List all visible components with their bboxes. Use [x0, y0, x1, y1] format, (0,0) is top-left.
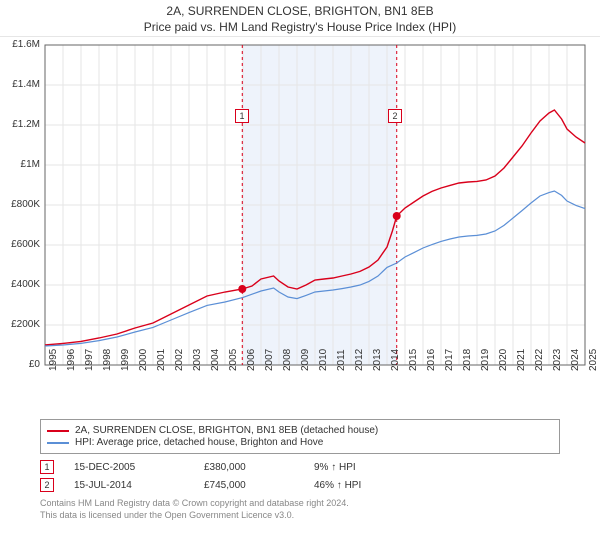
sale-date: 15-DEC-2005: [74, 462, 184, 473]
y-tick-label: £200K: [0, 319, 40, 330]
chart-title-line2: Price paid vs. HM Land Registry's House …: [0, 20, 600, 34]
sale-marker-label: 1: [235, 109, 249, 123]
legend-item: HPI: Average price, detached house, Brig…: [47, 437, 553, 448]
legend-label: HPI: Average price, detached house, Brig…: [75, 437, 323, 448]
y-tick-label: £600K: [0, 239, 40, 250]
chart-title-line1: 2A, SURRENDEN CLOSE, BRIGHTON, BN1 8EB: [0, 4, 600, 18]
sale-marker-icon: 2: [40, 478, 54, 492]
line-chart: £0 £200K £400K £600K £800K £1M £1.2M £1.4M £1.6M…: [0, 37, 600, 417]
y-tick-label: £1.4M: [0, 79, 40, 90]
sales-table: 1 15-DEC-2005 £380,000 9% ↑ HPI 2 15-JUL-2014…: [40, 458, 560, 494]
chart-footnote: Contains HM Land Registry data © Crown c…: [40, 498, 560, 521]
sale-row: 1 15-DEC-2005 £380,000 9% ↑ HPI: [40, 458, 560, 476]
y-tick-label: £1.6M: [0, 39, 40, 50]
sale-marker-label: 2: [388, 109, 402, 123]
chart-legend: 2A, SURRENDEN CLOSE, BRIGHTON, BN1 8EB (…: [40, 419, 560, 454]
chart-title-block: 2A, SURRENDEN CLOSE, BRIGHTON, BN1 8EB P…: [0, 0, 600, 37]
sale-vs-hpi: 46% ↑ HPI: [314, 480, 361, 491]
sale-vs-hpi: 9% ↑ HPI: [314, 462, 356, 473]
y-tick-label: £800K: [0, 199, 40, 210]
sale-price: £380,000: [204, 462, 294, 473]
legend-swatch: [47, 430, 69, 432]
sale-price: £745,000: [204, 480, 294, 491]
footnote-line2: This data is licensed under the Open Gov…: [40, 510, 560, 522]
legend-label: 2A, SURRENDEN CLOSE, BRIGHTON, BN1 8EB (…: [75, 425, 378, 436]
y-tick-label: £400K: [0, 279, 40, 290]
y-tick-label: £1M: [0, 159, 40, 170]
footnote-line1: Contains HM Land Registry data © Crown c…: [40, 498, 560, 510]
legend-swatch: [47, 442, 69, 444]
sale-date: 15-JUL-2014: [74, 480, 184, 491]
chart-svg: [0, 37, 600, 417]
sale-row: 2 15-JUL-2014 £745,000 46% ↑ HPI: [40, 476, 560, 494]
y-tick-label: £0: [0, 359, 40, 370]
legend-item: 2A, SURRENDEN CLOSE, BRIGHTON, BN1 8EB (…: [47, 425, 553, 436]
sale-marker-icon: 1: [40, 460, 54, 474]
y-tick-label: £1.2M: [0, 119, 40, 130]
